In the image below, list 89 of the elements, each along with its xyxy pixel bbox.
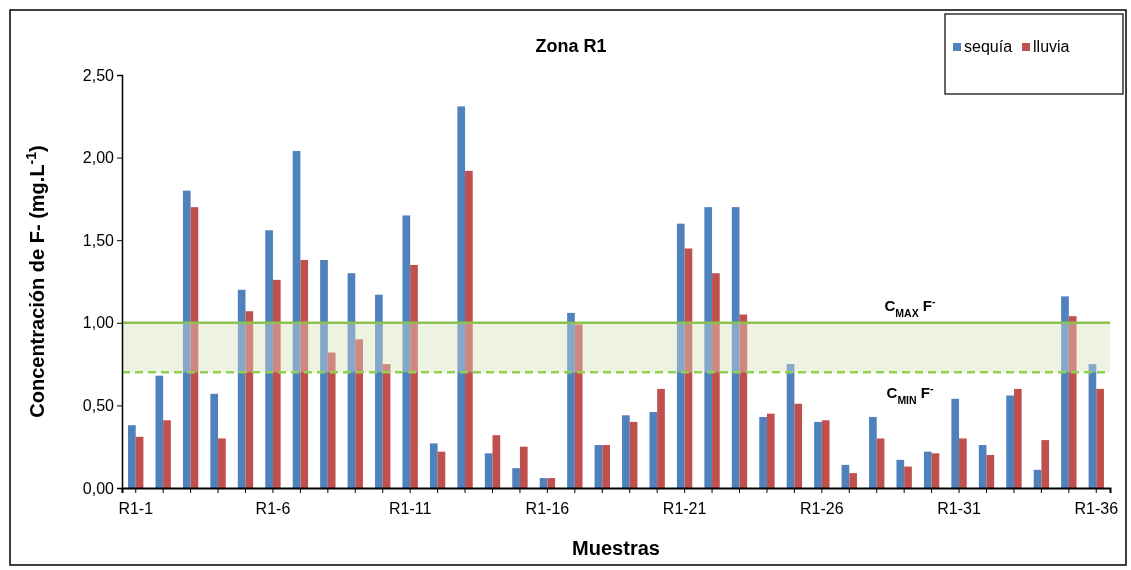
bar (978, 445, 987, 488)
bar (218, 438, 226, 488)
y-tick-label: 1,00 (82, 314, 115, 332)
bar (492, 435, 501, 488)
bar (986, 454, 995, 488)
legend-label: sequía (964, 38, 1013, 55)
bar (519, 446, 528, 488)
x-tick-label: R1-21 (662, 499, 707, 517)
bar (951, 398, 960, 488)
bar (876, 438, 885, 488)
bar (539, 478, 548, 488)
bar (190, 207, 199, 488)
bar (163, 420, 171, 488)
bar (210, 393, 219, 488)
bar (657, 388, 665, 488)
bar (1041, 440, 1050, 488)
bar (1061, 296, 1069, 488)
y-tick-label: 2,50 (82, 66, 115, 84)
x-tick-label: R1-1 (118, 499, 154, 517)
y-tick-label: 2,00 (82, 149, 115, 167)
bar (841, 464, 850, 488)
bar (375, 294, 383, 488)
x-tick-label: R1-16 (525, 499, 570, 517)
bar (904, 466, 912, 488)
bar (128, 425, 136, 488)
x-tick-label: R1-6 (255, 499, 291, 517)
bar (766, 413, 775, 488)
bar (402, 215, 411, 488)
bar (292, 150, 301, 488)
bar (457, 106, 466, 488)
bar (465, 170, 473, 488)
bar (327, 352, 336, 488)
x-tick-label: R1-26 (800, 499, 844, 517)
bar (602, 445, 610, 488)
bar (1088, 364, 1097, 488)
bar (712, 273, 720, 488)
bar (265, 230, 273, 488)
bar (923, 451, 932, 488)
bar (731, 207, 740, 488)
bar (676, 223, 685, 488)
x-tick-label: R1-36 (1074, 499, 1119, 517)
bar (1096, 388, 1104, 488)
x-tick-label: R1-11 (388, 499, 432, 517)
bar (272, 279, 281, 488)
x-axis-title: Muestras (572, 537, 660, 559)
bar (1033, 469, 1042, 488)
bar (821, 420, 830, 488)
bar (1068, 316, 1077, 488)
ref-line-label: C$_{MIN}$ F$^{-}$ (886, 382, 934, 407)
bar (410, 264, 418, 488)
bar (794, 403, 803, 488)
y-tick-label: 0,50 (82, 397, 115, 415)
bar (931, 453, 940, 488)
bar (547, 478, 556, 488)
bar (300, 260, 309, 488)
bar (437, 451, 446, 488)
bar (155, 375, 164, 488)
bar (347, 273, 356, 488)
bar (135, 436, 144, 488)
bar (567, 312, 575, 488)
legend-label: lluvia (1033, 38, 1070, 55)
bar (869, 416, 877, 488)
bar (1013, 388, 1022, 488)
bar (896, 459, 905, 488)
bar (355, 339, 363, 488)
bar (684, 248, 693, 488)
bar (814, 421, 822, 488)
bar (182, 190, 191, 488)
bar (320, 260, 328, 488)
bar (1006, 395, 1014, 488)
ref-line-label: C$_{MAX}$ F$^{-}$ (884, 294, 937, 319)
bar (704, 207, 713, 488)
bar (429, 443, 438, 488)
bar (649, 412, 658, 488)
bar (512, 468, 520, 488)
bar (629, 421, 638, 488)
chart-title: Zona R1 (535, 36, 607, 56)
y-tick-label: 1,50 (82, 231, 115, 249)
bar (237, 289, 246, 488)
bar (594, 445, 603, 488)
bar (622, 415, 630, 488)
bar (245, 311, 254, 488)
bar (484, 453, 493, 488)
bar (574, 324, 583, 488)
bar (759, 416, 767, 488)
bar (959, 438, 967, 488)
x-tick-label: R1-31 (937, 499, 981, 517)
y-tick-label: 0,00 (82, 479, 115, 497)
bar (849, 473, 857, 488)
